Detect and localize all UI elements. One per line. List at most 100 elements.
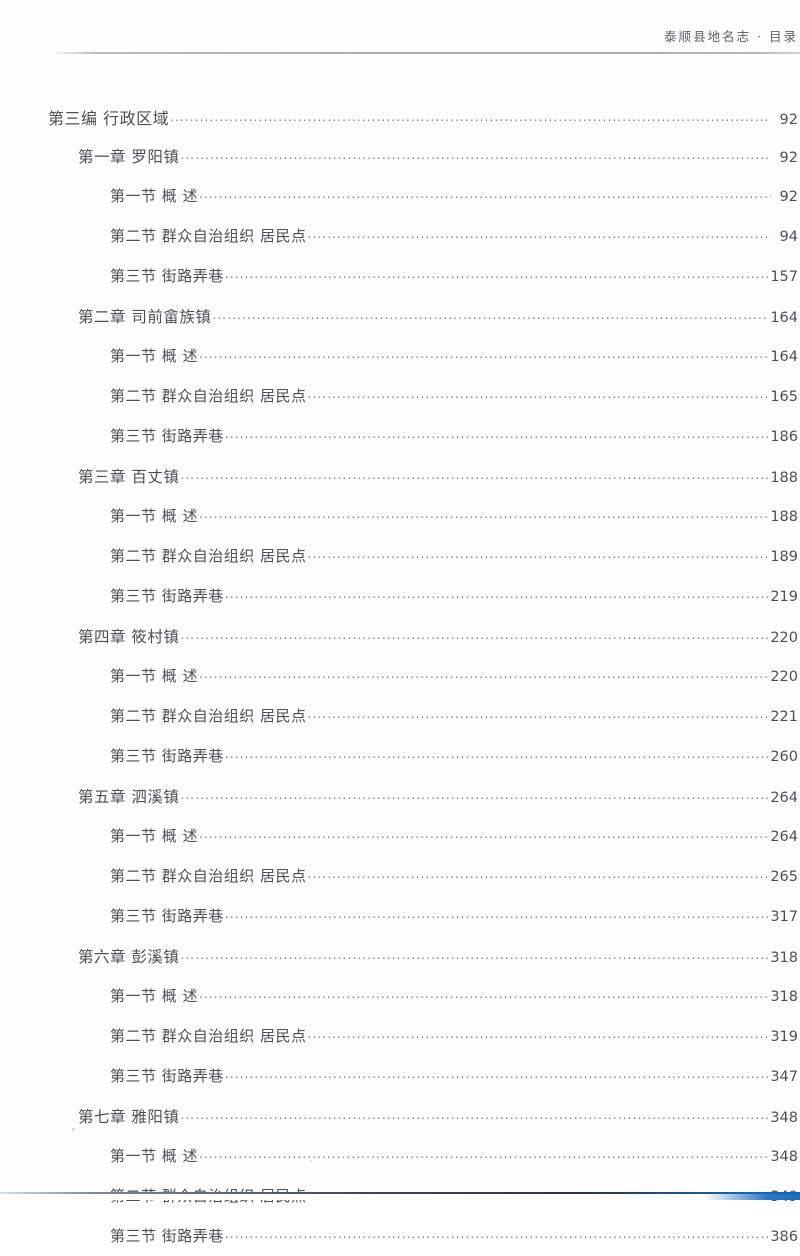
toc-entry-title: 第三节 街路弄巷 [110, 1227, 224, 1245]
toc-entry[interactable]: 第二节 群众自治组织 居民点 165 [0, 376, 800, 416]
toc-entry[interactable]: 第三节 街路弄巷 347 [0, 1056, 800, 1096]
toc-dot-leader [308, 868, 770, 880]
running-head: 泰顺县地名志 · 目录 [664, 29, 798, 44]
toc-entry[interactable]: 第二节 群众自治组织 居民点 319 [0, 1016, 800, 1056]
scan-speck [310, 1160, 312, 1162]
header-rule [48, 52, 800, 54]
toc-dot-leader [180, 1109, 769, 1121]
toc-entry-page-number: 92 [779, 150, 798, 166]
toc-dot-leader [225, 1068, 770, 1080]
toc-entry[interactable]: 第三节 街路弄巷 386 [0, 1216, 800, 1256]
toc-entry-page-number: 347 [770, 1069, 798, 1085]
toc-dot-leader [199, 508, 769, 520]
toc-entry-title: 第三节 街路弄巷 [110, 1067, 224, 1085]
toc-dot-leader [180, 789, 769, 801]
toc-entry-page-number: 221 [770, 709, 798, 725]
toc-entry-page-number: 219 [770, 589, 798, 605]
toc-dot-leader [308, 708, 770, 720]
toc-entry[interactable]: 第一节 概 述 220 [0, 656, 800, 696]
toc-entry-page-number: 188 [770, 470, 798, 486]
toc-entry-page-number: 260 [770, 749, 798, 765]
toc-entry-title: 第一节 概 述 [110, 1147, 199, 1165]
toc-dot-leader [199, 348, 769, 360]
toc-dot-leader [225, 268, 770, 280]
toc-entry-page-number: 264 [770, 829, 798, 845]
toc-entry-title: 第四章 筱村镇 [78, 628, 180, 646]
toc-dot-leader [199, 188, 771, 200]
toc-entry[interactable]: 第二章 司前畲族镇 164 [0, 296, 800, 336]
toc-entry-page-number: 164 [770, 349, 798, 365]
toc-dot-leader [308, 548, 770, 560]
toc-entry[interactable]: 第一章 罗阳镇 92 [0, 136, 800, 176]
toc-entry-title: 第一节 概 述 [110, 187, 199, 205]
toc-entry[interactable]: 第一节 概 述 188 [0, 496, 800, 536]
toc-entry[interactable]: 第三章 百丈镇 188 [0, 456, 800, 496]
toc-entry[interactable]: 第一节 概 述 348 [0, 1136, 800, 1176]
toc-entry-page-number: 94 [779, 229, 798, 245]
toc-entry[interactable]: 第三节 街路弄巷 219 [0, 576, 800, 616]
toc-entry[interactable]: 第二节 群众自治组织 居民点 265 [0, 856, 800, 896]
toc-entry-title: 第二节 群众自治组织 居民点 [110, 1027, 307, 1045]
page-header: 泰顺县地名志 · 目录 [0, 0, 800, 56]
toc-entry-title: 第一节 概 述 [110, 347, 199, 365]
toc-entry[interactable]: 第四章 筱村镇 220 [0, 616, 800, 656]
toc-entry[interactable]: 第七章 雅阳镇 348 [0, 1096, 800, 1136]
toc-entry-page-number: 186 [770, 429, 798, 445]
document-page: 泰顺县地名志 · 目录 第三编 行政区域 92 第一章 罗阳镇 92 第一节 概 述 92… [0, 0, 800, 1200]
toc-entry[interactable]: 第三节 街路弄巷 317 [0, 896, 800, 936]
toc-entry-title: 第二节 群众自治组织 居民点 [110, 547, 307, 565]
toc-entry-page-number: 348 [770, 1149, 798, 1165]
toc-entry[interactable]: 第一节 概 述 92 [0, 176, 800, 216]
toc-entry-page-number: 165 [770, 389, 798, 405]
toc-entry-page-number: 265 [770, 869, 798, 885]
toc-entry-page-number: 264 [770, 790, 798, 806]
toc-entry-title: 第二章 司前畲族镇 [78, 308, 212, 326]
toc-entry[interactable]: 第三节 街路弄巷 157 [0, 256, 800, 296]
toc-entry-title: 第二节 群众自治组织 居民点 [110, 227, 307, 245]
toc-entry-title: 第一节 概 述 [110, 667, 199, 685]
scan-bottom-edge [0, 1192, 800, 1200]
toc-entry[interactable]: 第二节 群众自治组织 居民点 94 [0, 216, 800, 256]
toc-entry[interactable]: 第五章 泗溪镇 264 [0, 776, 800, 816]
toc-entry-title: 第三编 行政区域 [48, 109, 170, 128]
toc-dot-leader [212, 309, 769, 321]
bottom-rule [0, 1192, 800, 1194]
toc-entry[interactable]: 第六章 彭溪镇 318 [0, 936, 800, 976]
toc-entry-page-number: 318 [770, 989, 798, 1005]
table-of-contents: 第三编 行政区域 92 第一章 罗阳镇 92 第一节 概 述 92 第二节 群众自治组织 居… [0, 96, 800, 1256]
toc-entry[interactable]: 第一节 概 述 164 [0, 336, 800, 376]
toc-entry-title: 第一节 概 述 [110, 987, 199, 1005]
toc-entry-page-number: 92 [779, 189, 798, 205]
toc-entry-title: 第六章 彭溪镇 [78, 948, 180, 966]
toc-dot-leader [308, 228, 771, 240]
toc-entry-page-number: 220 [770, 630, 798, 646]
toc-entry-title: 第三节 街路弄巷 [110, 907, 224, 925]
toc-entry[interactable]: 第三节 街路弄巷 186 [0, 416, 800, 456]
toc-entry-page-number: 220 [770, 669, 798, 685]
toc-dot-leader [199, 1148, 769, 1160]
toc-dot-leader [308, 1028, 770, 1040]
toc-dot-leader [180, 469, 769, 481]
toc-entry-title: 第五章 泗溪镇 [78, 788, 180, 806]
toc-entry-title: 第二节 群众自治组织 居民点 [110, 387, 307, 405]
toc-entry-title: 第二节 群众自治组织 居民点 [110, 1176, 307, 1206]
toc-entry-page-number: 92 [779, 112, 798, 128]
toc-entry[interactable]: 第三节 街路弄巷 260 [0, 736, 800, 776]
toc-dot-leader [225, 908, 770, 920]
toc-entry-title: 第一节 概 述 [110, 827, 199, 845]
toc-entry-title: 第三节 街路弄巷 [110, 427, 224, 445]
toc-entry-title: 第二节 群众自治组织 居民点 [110, 867, 307, 885]
toc-entry[interactable]: 第三编 行政区域 92 [0, 96, 800, 136]
toc-entry[interactable]: 第二节 群众自治组织 居民点 189 [0, 536, 800, 576]
toc-entry-page-number: 188 [770, 509, 798, 525]
toc-dot-leader [180, 949, 769, 961]
toc-entry[interactable]: 第一节 概 述 318 [0, 976, 800, 1016]
toc-dot-leader [199, 668, 769, 680]
toc-entry[interactable]: 第一节 概 述 264 [0, 816, 800, 856]
toc-dot-leader [225, 748, 770, 760]
toc-entry-title: 第一章 罗阳镇 [78, 148, 180, 166]
toc-entry-page-number: 348 [770, 1110, 798, 1126]
toc-entry-page-number: 157 [770, 269, 798, 285]
toc-dot-leader [225, 588, 770, 600]
toc-entry[interactable]: 第二节 群众自治组织 居民点 221 [0, 696, 800, 736]
